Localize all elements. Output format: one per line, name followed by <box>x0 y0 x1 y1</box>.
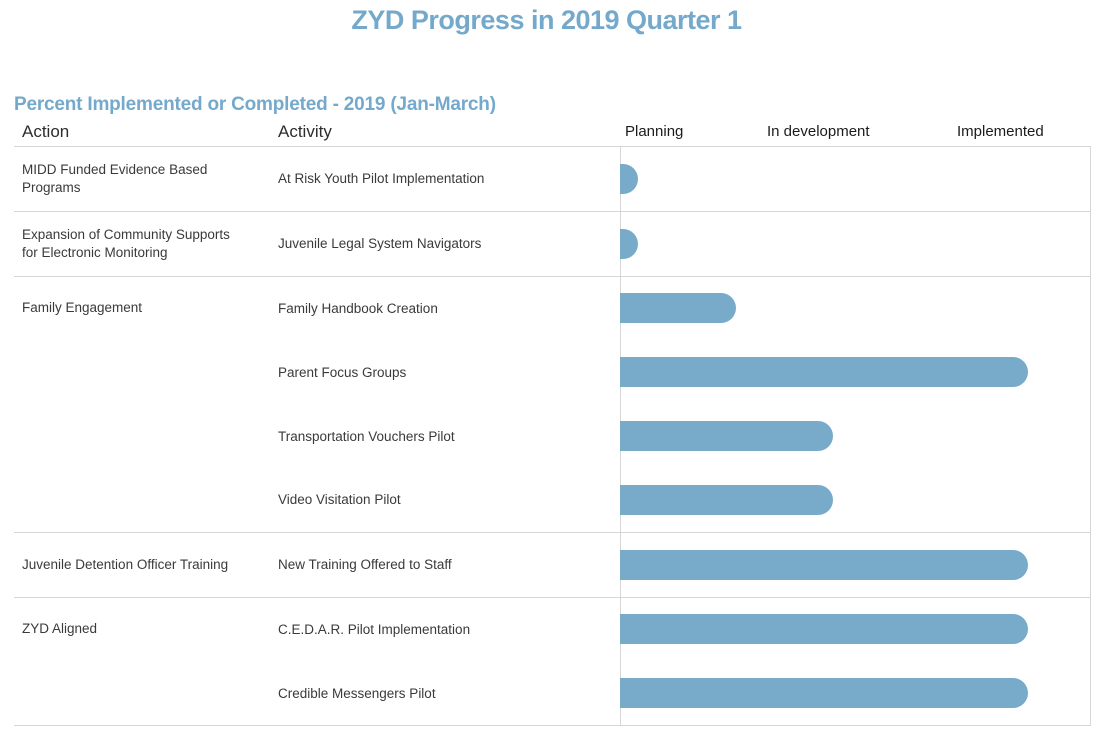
progress-bar[interactable] <box>620 293 736 324</box>
progress-bar[interactable] <box>620 421 833 452</box>
action-cell: Family Engagement <box>14 277 278 532</box>
action-cell: Expansion of Community Supports for Elec… <box>14 212 278 276</box>
action-label: Juvenile Detention Officer Training <box>22 556 229 572</box>
progress-bar[interactable] <box>620 163 638 194</box>
bar-chart-cell <box>620 661 1090 726</box>
axis-label-implemented: Implemented <box>957 123 1044 140</box>
activity-label: Juvenile Legal System Navigators <box>278 236 482 252</box>
bar-chart-cell <box>620 147 1090 211</box>
bar-chart-cell <box>620 276 1090 341</box>
activity-label: Transportation Vouchers Pilot <box>278 428 455 444</box>
activity-label: Family Handbook Creation <box>278 300 438 316</box>
activity-label: Video Visitation Pilot <box>278 492 401 508</box>
axis-label-in-development: In development <box>767 123 870 140</box>
activity-row: At Risk Youth Pilot Implementation <box>278 147 1090 211</box>
progress-bar[interactable] <box>620 357 1028 388</box>
activity-rows: At Risk Youth Pilot Implementation <box>278 147 1090 211</box>
activity-label: Parent Focus Groups <box>278 364 407 380</box>
action-group-row: Expansion of Community Supports for Elec… <box>14 211 1090 277</box>
activity-row: Juvenile Legal System Navigators <box>278 211 1090 276</box>
bar-chart-cell <box>620 597 1090 662</box>
activity-row: Video Visitation Pilot <box>278 467 1090 532</box>
bar-chart-cell <box>620 532 1090 597</box>
activity-label: Credible Messengers Pilot <box>278 685 436 701</box>
bar-chart-cell <box>620 467 1090 532</box>
activity-row: Parent Focus Groups <box>278 340 1090 405</box>
action-label: ZYD Aligned <box>22 621 98 637</box>
activity-rows: Family Handbook Creation Parent Focus Gr… <box>278 276 1090 532</box>
action-label: MIDD Funded Evidence Based Programs <box>22 161 208 195</box>
progress-bar[interactable] <box>620 614 1028 645</box>
bar-chart-cell <box>620 404 1090 468</box>
activity-row: New Training Offered to Staff <box>278 532 1090 597</box>
activity-label: New Training Offered to Staff <box>278 557 452 573</box>
bar-chart-cell <box>620 340 1090 405</box>
axis-label-planning: Planning <box>625 123 684 140</box>
activity-row: C.E.D.A.R. Pilot Implementation <box>278 597 1090 662</box>
action-group-row: Juvenile Detention Officer Training New … <box>14 532 1090 598</box>
activity-row: Credible Messengers Pilot <box>278 661 1090 726</box>
activity-rows: C.E.D.A.R. Pilot Implementation Credible… <box>278 597 1090 726</box>
activity-label: C.E.D.A.R. Pilot Implementation <box>278 621 471 637</box>
action-group-row: MIDD Funded Evidence Based Programs At R… <box>14 147 1090 212</box>
column-header-action: Action <box>22 122 70 141</box>
progress-bar[interactable] <box>620 228 638 259</box>
action-cell: ZYD Aligned <box>14 598 278 726</box>
activity-rows: Juvenile Legal System Navigators <box>278 211 1090 276</box>
bar-chart-cell <box>620 211 1090 276</box>
action-group-row: Family Engagement Family Handbook Creati… <box>14 276 1090 533</box>
activity-row: Family Handbook Creation <box>278 276 1090 341</box>
activity-rows: New Training Offered to Staff <box>278 532 1090 597</box>
activity-row: Transportation Vouchers Pilot <box>278 404 1090 468</box>
action-cell: Juvenile Detention Officer Training <box>14 533 278 597</box>
progress-table: MIDD Funded Evidence Based Programs At R… <box>14 146 1091 727</box>
action-label: Family Engagement <box>22 300 143 316</box>
progress-bar[interactable] <box>620 549 1028 580</box>
action-label: Expansion of Community Supports for Elec… <box>22 226 230 260</box>
chart-subtitle: Percent Implemented or Completed - 2019 … <box>14 94 496 115</box>
activity-label: At Risk Youth Pilot Implementation <box>278 171 485 187</box>
progress-bar[interactable] <box>620 484 833 515</box>
action-group-row: ZYD Aligned C.E.D.A.R. Pilot Implementat… <box>14 597 1090 726</box>
column-header-activity: Activity <box>278 122 332 141</box>
page-title: ZYD Progress in 2019 Quarter 1 <box>351 5 742 35</box>
action-cell: MIDD Funded Evidence Based Programs <box>14 147 278 211</box>
progress-bar[interactable] <box>620 678 1028 709</box>
